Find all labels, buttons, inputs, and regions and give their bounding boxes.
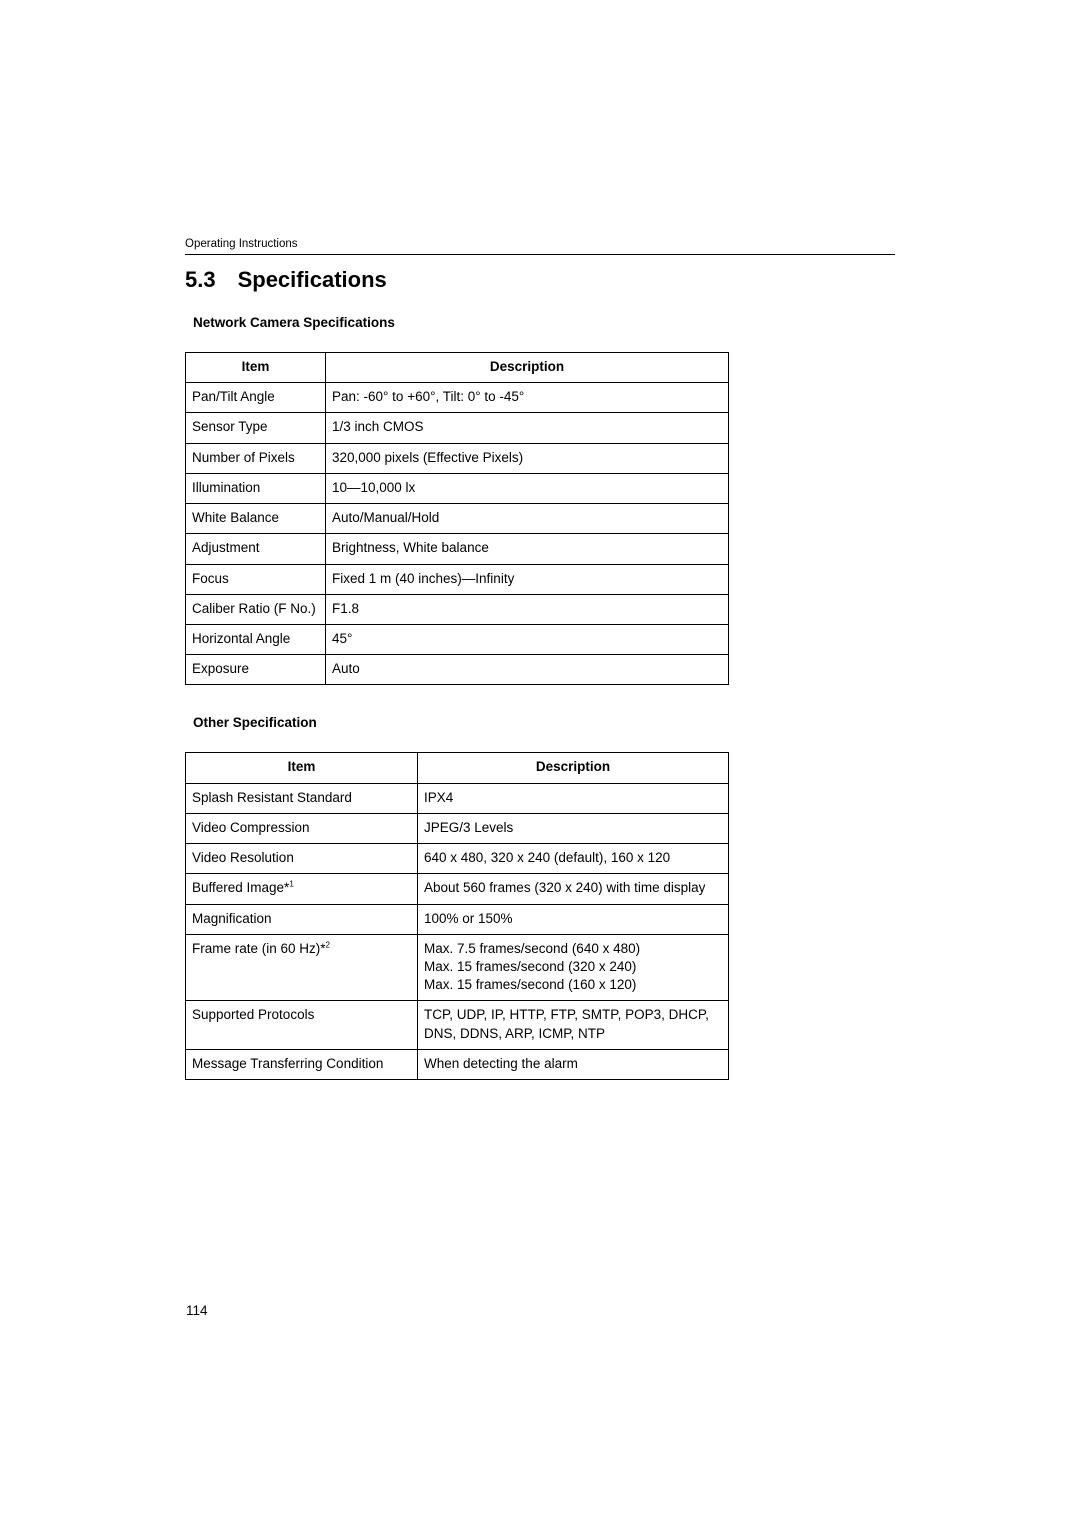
table-row: Caliber Ratio (F No.)F1.8: [186, 594, 729, 624]
cell-description: IPX4: [418, 783, 729, 813]
cell-description: F1.8: [326, 594, 729, 624]
col-header-item: Item: [186, 753, 418, 783]
col-header-description: Description: [326, 353, 729, 383]
table-row: FocusFixed 1 m (40 inches)—Infinity: [186, 564, 729, 594]
cell-description: 1/3 inch CMOS: [326, 413, 729, 443]
cell-item: Focus: [186, 564, 326, 594]
cell-item: Caliber Ratio (F No.): [186, 594, 326, 624]
page-number: 114: [186, 1303, 208, 1318]
table-row: Illumination10—10,000 lx: [186, 473, 729, 503]
cell-item: Supported Protocols: [186, 1001, 418, 1049]
col-header-item: Item: [186, 353, 326, 383]
table-row: Buffered Image*1About 560 frames (320 x …: [186, 874, 729, 904]
cell-item: Splash Resistant Standard: [186, 783, 418, 813]
table-header-row: Item Description: [186, 353, 729, 383]
header-rule: [185, 254, 895, 255]
table-row: Supported ProtocolsTCP, UDP, IP, HTTP, F…: [186, 1001, 729, 1049]
cell-item: White Balance: [186, 504, 326, 534]
table-row: Number of Pixels320,000 pixels (Effectiv…: [186, 443, 729, 473]
table-row: Message Transferring ConditionWhen detec…: [186, 1049, 729, 1079]
table-network-camera-specs: Item Description Pan/Tilt AnglePan: -60°…: [185, 352, 729, 685]
running-header: Operating Instructions: [185, 238, 895, 250]
cell-description: Max. 7.5 frames/second (640 x 480)Max. 1…: [418, 934, 729, 1001]
table-row: Horizontal Angle45°: [186, 624, 729, 654]
cell-description: About 560 frames (320 x 240) with time d…: [418, 874, 729, 904]
cell-item: Video Compression: [186, 813, 418, 843]
table-row: Splash Resistant StandardIPX4: [186, 783, 729, 813]
cell-item: Message Transferring Condition: [186, 1049, 418, 1079]
table-other-specs: Item Description Splash Resistant Standa…: [185, 752, 729, 1080]
cell-description: 320,000 pixels (Effective Pixels): [326, 443, 729, 473]
section-heading: 5.3 Specifications: [185, 267, 895, 293]
subheading-2: Other Specification: [185, 715, 895, 730]
table-row: ExposureAuto: [186, 655, 729, 685]
table-row: Sensor Type1/3 inch CMOS: [186, 413, 729, 443]
footnote-marker: 2: [326, 940, 330, 949]
table-row: AdjustmentBrightness, White balance: [186, 534, 729, 564]
cell-description: 10—10,000 lx: [326, 473, 729, 503]
cell-description: 45°: [326, 624, 729, 654]
cell-item: Exposure: [186, 655, 326, 685]
cell-item: Frame rate (in 60 Hz)*2: [186, 934, 418, 1001]
cell-item: Adjustment: [186, 534, 326, 564]
table-row: Pan/Tilt AnglePan: -60° to +60°, Tilt: 0…: [186, 383, 729, 413]
table-row: Video CompressionJPEG/3 Levels: [186, 813, 729, 843]
cell-description: 100% or 150%: [418, 904, 729, 934]
cell-item: Horizontal Angle: [186, 624, 326, 654]
table-row: White BalanceAuto/Manual/Hold: [186, 504, 729, 534]
cell-item: Illumination: [186, 473, 326, 503]
cell-description: JPEG/3 Levels: [418, 813, 729, 843]
cell-item: Sensor Type: [186, 413, 326, 443]
cell-item: Magnification: [186, 904, 418, 934]
document-page: Operating Instructions 5.3 Specification…: [0, 0, 1080, 1528]
table-row: Magnification100% or 150%: [186, 904, 729, 934]
footnote-marker: 1: [289, 880, 293, 889]
cell-description: Brightness, White balance: [326, 534, 729, 564]
col-header-description: Description: [418, 753, 729, 783]
table-header-row: Item Description: [186, 753, 729, 783]
table-row: Frame rate (in 60 Hz)*2Max. 7.5 frames/s…: [186, 934, 729, 1001]
cell-item: Pan/Tilt Angle: [186, 383, 326, 413]
cell-description: When detecting the alarm: [418, 1049, 729, 1079]
cell-description: Auto: [326, 655, 729, 685]
subheading-1: Network Camera Specifications: [185, 315, 895, 330]
cell-description: Fixed 1 m (40 inches)—Infinity: [326, 564, 729, 594]
cell-description: 640 x 480, 320 x 240 (default), 160 x 12…: [418, 844, 729, 874]
table-row: Video Resolution640 x 480, 320 x 240 (de…: [186, 844, 729, 874]
cell-item: Buffered Image*1: [186, 874, 418, 904]
cell-description: Pan: -60° to +60°, Tilt: 0° to -45°: [326, 383, 729, 413]
cell-item: Video Resolution: [186, 844, 418, 874]
cell-description: TCP, UDP, IP, HTTP, FTP, SMTP, POP3, DHC…: [418, 1001, 729, 1049]
cell-item: Number of Pixels: [186, 443, 326, 473]
cell-description: Auto/Manual/Hold: [326, 504, 729, 534]
